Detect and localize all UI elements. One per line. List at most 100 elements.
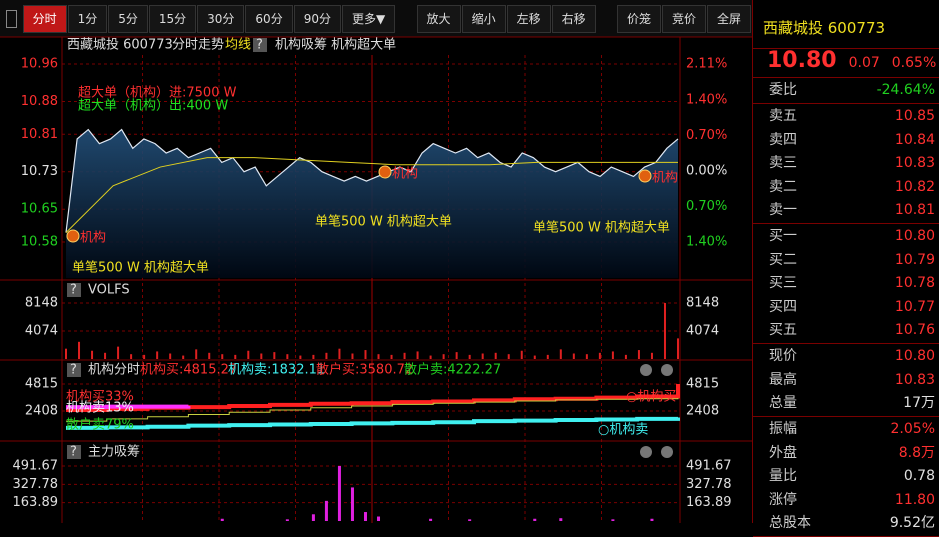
quote-label: 买四 xyxy=(769,298,797,315)
volume-bar xyxy=(208,352,211,359)
marker-icon xyxy=(378,165,392,179)
panel-header: ? xyxy=(70,445,77,460)
panel-icon xyxy=(661,364,673,376)
quote-panel: 西藏城投 600773 10.80 0.07 0.65% 委比 -24.64% 卖五 10… xyxy=(752,0,939,537)
y-tick-label: 10.88 xyxy=(21,94,58,109)
panel-icon xyxy=(640,364,652,376)
toolbar-button[interactable]: 5分 xyxy=(108,4,148,33)
toolbar-button[interactable]: 竞价 xyxy=(661,4,706,33)
y-tick-label-right: 4074 xyxy=(686,324,719,339)
toolbar-button[interactable]: 全屏 xyxy=(706,4,751,33)
volume-bar xyxy=(104,352,107,359)
toolbar-button[interactable]: 左移 xyxy=(506,4,551,33)
panel-header: 主力吸筹 xyxy=(88,444,140,460)
quote-label: 买二 xyxy=(769,251,797,268)
toolbar-button[interactable]: 1分 xyxy=(67,4,108,33)
annotation: 超大单（机构）出:400 W xyxy=(78,99,228,114)
quote-label: 委比 xyxy=(769,82,797,98)
panel-header: 西藏城投 600773 xyxy=(67,37,173,53)
help-box xyxy=(253,38,267,52)
quote-price-row: 10.80 0.07 0.65% xyxy=(753,49,939,78)
main-bar xyxy=(220,518,224,521)
quote-value: 10.80 xyxy=(894,348,935,365)
y-tick-label-right: 2408 xyxy=(686,403,719,418)
quote-group: 买一 10.80 买二 10.79 买三 10.78 买四 10.77 买五 10.76 xyxy=(753,224,939,345)
quote-label: 涨停 xyxy=(769,491,797,508)
volume-bar xyxy=(611,351,614,359)
toolbar-button[interactable]: 30分 xyxy=(197,4,245,33)
volume-bar xyxy=(169,353,172,359)
volume-bar xyxy=(507,354,510,359)
panel-header: 散户买:3580.72 xyxy=(316,362,413,378)
quote-group: 卖五 10.85 卖四 10.84 卖三 10.83 卖二 10.82 卖一 10.81 xyxy=(753,104,939,225)
quote-value: 0.78 xyxy=(903,468,935,485)
quote-row: 卖一 10.81 xyxy=(753,199,939,222)
toolbar-button[interactable]: 90分 xyxy=(293,4,341,33)
toolbar-button[interactable]: 缩小 xyxy=(461,4,506,33)
toolbar-button[interactable]: 放大 xyxy=(416,4,461,33)
annotation: 单笔500 W 机构超大单 xyxy=(533,220,670,236)
toolbar-button[interactable]: 15分 xyxy=(148,4,197,33)
change: 0.07 xyxy=(848,55,880,71)
quote-group: 振幅 2.05% 外盘 8.8万 量比 0.78 涨停 11.80 总股本 9.52亿 xyxy=(753,417,939,537)
quote-value: 10.76 xyxy=(894,321,935,338)
y2-tick-label: 1.40% xyxy=(686,93,727,108)
toolbar-button[interactable]: 右移 xyxy=(551,4,596,33)
panel-header: 机构分时 xyxy=(88,363,140,378)
panel-header: 均线 xyxy=(225,38,251,53)
volume-bar xyxy=(312,354,315,359)
flow-line xyxy=(66,397,679,422)
volume-bar xyxy=(260,353,263,359)
help-box xyxy=(67,363,81,377)
quote-row: 买二 10.79 xyxy=(753,249,939,272)
y-tick-label: 491.67 xyxy=(13,459,59,474)
volume-bar xyxy=(677,338,679,359)
flow-label: 散户卖79% xyxy=(66,417,134,433)
panel-header: 机构卖:1832.11 xyxy=(228,363,325,378)
toolbar-button[interactable]: 价笼 xyxy=(616,4,661,33)
quote-label: 总量 xyxy=(769,395,797,412)
marker-icon xyxy=(638,169,652,183)
quote-row: 买一 10.80 xyxy=(753,225,939,248)
volume-bar xyxy=(273,352,276,359)
volume-bar xyxy=(78,341,81,359)
volume-bar xyxy=(117,346,120,359)
toolbar-button[interactable]: 更多▼ xyxy=(341,4,396,33)
quote-row: 总股本 9.52亿 xyxy=(753,512,939,535)
y-tick-label-right: 163.89 xyxy=(686,495,732,510)
flow-line xyxy=(66,416,680,430)
price-area xyxy=(66,129,678,278)
quote-row: 总量 17万 xyxy=(753,392,939,415)
y-tick-label: 327.78 xyxy=(13,477,59,492)
volume-bar xyxy=(364,350,367,359)
volume-bar xyxy=(546,354,549,359)
panel-header: 机构买:4815.27 xyxy=(140,363,237,378)
volume-bar xyxy=(468,354,471,359)
annotation: 单笔500 W 机构超大单 xyxy=(315,214,452,230)
panel-header: VOLFS xyxy=(88,283,130,298)
quote-label: 卖二 xyxy=(769,178,797,195)
volume-bar xyxy=(143,354,146,359)
main-bar xyxy=(324,500,328,521)
quote-row: 买五 10.76 xyxy=(753,319,939,342)
quote-value: 10.78 xyxy=(894,275,935,292)
quote-value: 10.83 xyxy=(894,371,935,388)
quote-label: 买三 xyxy=(769,275,797,292)
volume-bar xyxy=(481,353,484,359)
quote-value: 10.82 xyxy=(894,178,935,195)
menu-icon[interactable] xyxy=(6,9,17,28)
change-pct: 0.65% xyxy=(891,55,937,71)
chart-area: 西藏城投 600773 分时走势 均线? 机构吸筹 机构超大单 10.96 10.88 10… xyxy=(0,36,752,523)
average-line xyxy=(65,157,678,233)
y-tick-label: 10.96 xyxy=(21,57,58,72)
main-bar xyxy=(377,516,381,521)
volume-bar xyxy=(390,354,393,359)
panel-header: 散户卖:4222.27 xyxy=(404,362,501,378)
volume-bar xyxy=(637,350,640,359)
quote-row: 卖三 10.83 xyxy=(753,152,939,175)
volume-bar xyxy=(533,355,536,359)
volume-bar xyxy=(182,355,185,359)
y2-tick-label: 0.00% xyxy=(686,164,727,179)
toolbar-button[interactable]: 分时 xyxy=(22,4,67,33)
toolbar-button[interactable]: 60分 xyxy=(245,4,293,33)
